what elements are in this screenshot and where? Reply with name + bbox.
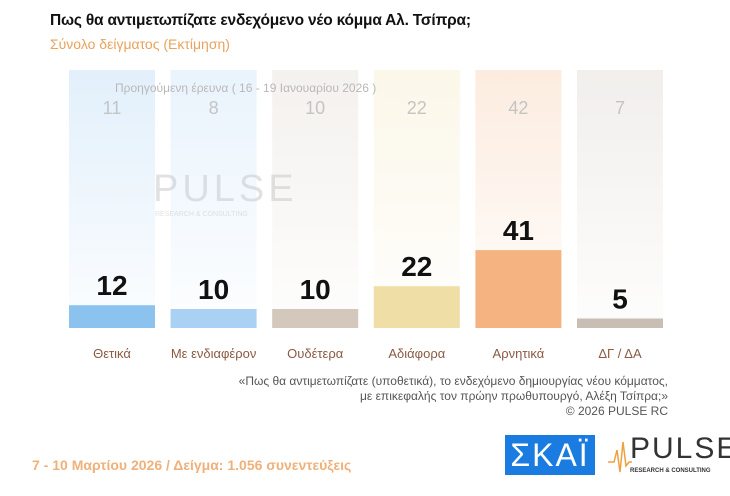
category-label: Ουδέτερα	[287, 346, 344, 361]
category-label: ΔΓ / ΔΑ	[598, 346, 642, 361]
bar	[69, 305, 155, 328]
previous-value-label: 10	[305, 98, 325, 118]
category-label: Αδιάφορα	[388, 346, 445, 361]
footer-sample: 7 - 10 Μαρτίου 2026 / Δείγμα: 1.056 συνε…	[32, 457, 352, 473]
previous-value-label: 8	[209, 98, 219, 118]
bar	[272, 309, 359, 328]
value-label: 10	[300, 274, 331, 305]
category-label: Με ενδιαφέρον	[171, 346, 257, 361]
value-label: 5	[612, 284, 628, 315]
background-column	[69, 70, 155, 328]
previous-value-label: 7	[615, 98, 625, 118]
category-label: Θετικά	[93, 346, 131, 361]
background-column	[170, 70, 257, 328]
bar	[170, 309, 257, 328]
background-column	[577, 70, 663, 328]
bar	[577, 318, 663, 328]
previous-value-label: 11	[103, 98, 122, 118]
category-label: Αρνητικά	[493, 346, 545, 361]
question-line-1: «Πως θα αντιμετωπίζατε (υποθετικά), το ε…	[238, 374, 668, 388]
previous-value-label: 22	[407, 98, 427, 118]
skai-logo: ΣΚΑΪ	[505, 435, 595, 475]
question-text: «Πως θα αντιμετωπίζατε (υποθετικά), το ε…	[239, 374, 668, 419]
previous-survey-note: Προηγούμενη έρευνα ( 16 - 19 Ιανουαρίου …	[115, 81, 377, 95]
chart-title: Πως θα αντιμετωπίζατε ενδεχόμενο νέο κόμ…	[50, 12, 471, 29]
bar	[373, 286, 460, 328]
pulse-logo: PULSE RESEARCH & CONSULTING	[608, 432, 730, 476]
value-label: 12	[96, 270, 127, 301]
previous-value-label: 42	[508, 98, 528, 118]
background-column	[272, 70, 359, 328]
copyright: © 2026 PULSE RC	[565, 404, 668, 418]
bar	[475, 250, 562, 328]
bar-chart: 12 11 Θετικά 10 8 Με ενδιαφέρον 10 10 Ουδέτερα 22…	[69, 70, 663, 361]
question-line-2: με επικεφαλής τον πρώην πρωθυπουργό, Αλέ…	[359, 389, 668, 403]
background-column	[373, 70, 460, 328]
value-label: 22	[401, 251, 432, 282]
chart-subtitle: Σύνολο δείγματος (Εκτίμηση)	[50, 36, 230, 52]
value-label: 41	[503, 215, 534, 246]
value-label: 10	[198, 274, 229, 305]
